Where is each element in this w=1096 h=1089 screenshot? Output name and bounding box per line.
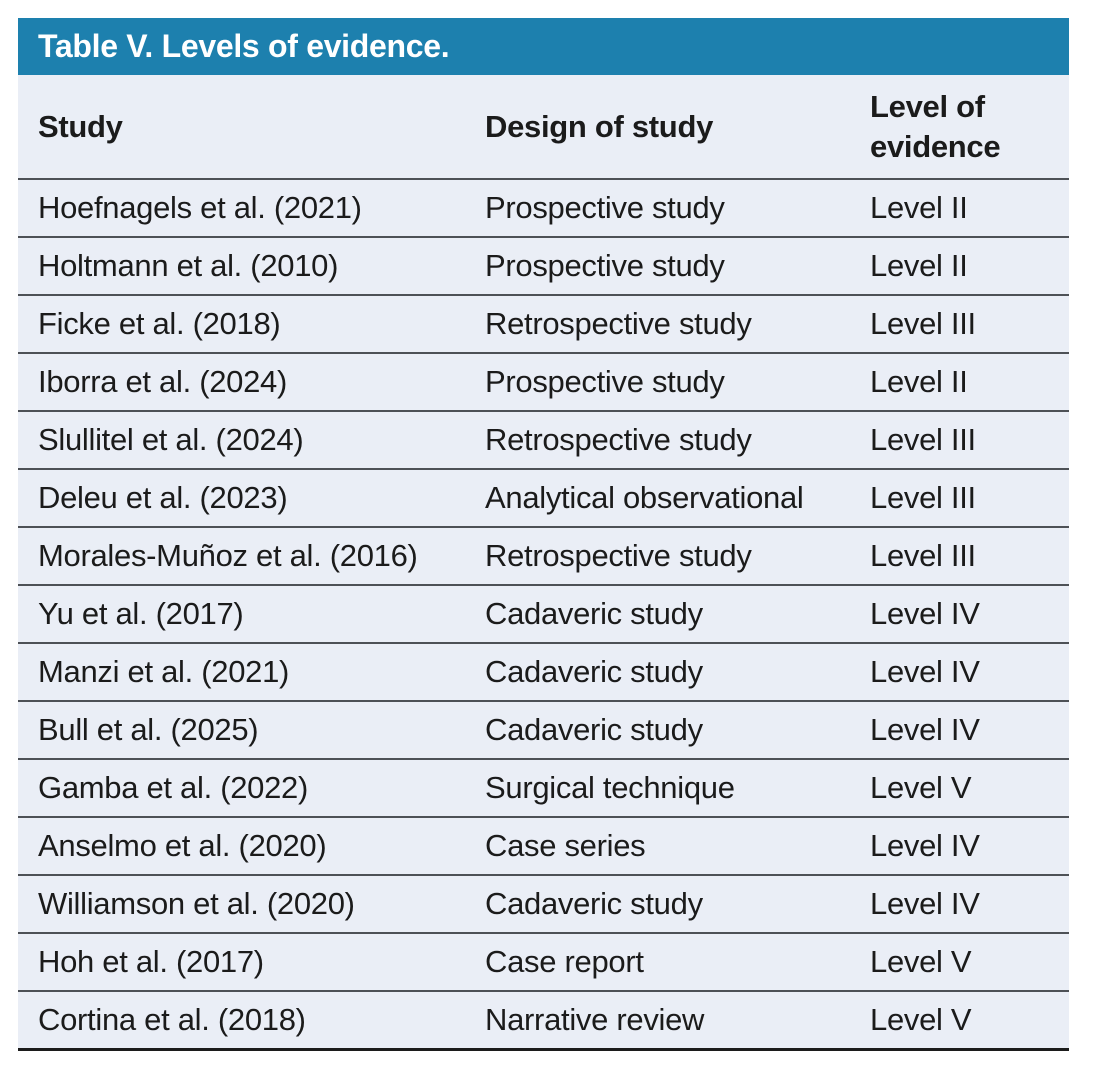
table-title-bar: Table V. Levels of evidence. [18, 18, 1069, 75]
table-row: Yu et al. (2017) Cadaveric study Level IV [18, 584, 1069, 642]
cell-level: Level III [870, 422, 976, 457]
cell-level: Level II [870, 364, 968, 399]
cell-design: Retrospective study [485, 538, 752, 573]
table-row: Slullitel et al. (2024) Retrospective stu… [18, 410, 1069, 468]
cell-design: Retrospective study [485, 422, 752, 457]
cell-design: Cadaveric study [485, 596, 703, 631]
table-row: Cortina et al. (2018) Narrative review Lev… [18, 990, 1069, 1048]
cell-design: Cadaveric study [485, 654, 703, 689]
table-row: Hoh et al. (2017) Case report Level V [18, 932, 1069, 990]
table-row: Anselmo et al. (2020) Case series Level IV [18, 816, 1069, 874]
cell-design: Cadaveric study [485, 886, 703, 921]
table-row: Manzi et al. (2021) Cadaveric study Level … [18, 642, 1069, 700]
table-row: Morales-Muñoz et al. (2016) Retrospective… [18, 526, 1069, 584]
cell-level: Level IV [870, 596, 980, 631]
cell-level: Level IV [870, 828, 980, 863]
table-row: Deleu et al. (2023) Analytical observatio… [18, 468, 1069, 526]
cell-design: Narrative review [485, 1002, 705, 1037]
cell-design: Retrospective study [485, 306, 752, 341]
cell-design: Prospective study [485, 364, 725, 399]
cell-study: Gamba et al. (2022) [38, 770, 309, 805]
cell-study: Ficke et al. (2018) [38, 306, 281, 341]
cell-study: Cortina et al. (2018) [38, 1002, 306, 1037]
cell-level: Level V [870, 944, 972, 979]
cell-level: Level V [870, 1002, 972, 1037]
column-header-design: Design of study [485, 108, 714, 144]
cell-study: Holtmann et al. (2010) [38, 248, 339, 283]
cell-design: Analytical observational [485, 480, 804, 515]
cell-level: Level II [870, 190, 968, 225]
cell-level: Level IV [870, 712, 980, 747]
cell-level: Level IV [870, 886, 980, 921]
cell-level: Level III [870, 480, 976, 515]
cell-level: Level II [870, 248, 968, 283]
table-row: Hoefnagels et al. (2021) Prospective stud… [18, 178, 1069, 236]
cell-level: Level IV [870, 654, 980, 689]
cell-study: Hoefnagels et al. (2021) [38, 190, 362, 225]
evidence-table: Table V. Levels of evidence. Study Desig… [18, 18, 1069, 1051]
table-body: Hoefnagels et al. (2021) Prospective stud… [18, 178, 1069, 1048]
cell-design: Case report [485, 944, 644, 979]
table-row: Gamba et al. (2022) Surgical technique Lev… [18, 758, 1069, 816]
cell-study: Deleu et al. (2023) [38, 480, 288, 515]
table-title: Table V. Levels of evidence. [38, 28, 450, 64]
table-header-row: Study Design of study Level of evidence [18, 75, 1069, 178]
cell-design: Surgical technique [485, 770, 735, 805]
cell-level: Level III [870, 538, 976, 573]
cell-study: Iborra et al. (2024) [38, 364, 288, 399]
cell-design: Cadaveric study [485, 712, 703, 747]
table-row: Bull et al. (2025) Cadaveric study Level I… [18, 700, 1069, 758]
cell-study: Slullitel et al. (2024) [38, 422, 304, 457]
table-row: Williamson et al. (2020) Cadaveric study L… [18, 874, 1069, 932]
table-row: Holtmann et al. (2010) Prospective study L… [18, 236, 1069, 294]
cell-level: Level III [870, 306, 976, 341]
column-header-study: Study [38, 108, 123, 144]
cell-study: Anselmo et al. (2020) [38, 828, 327, 863]
cell-study: Hoh et al. (2017) [38, 944, 264, 979]
cell-study: Williamson et al. (2020) [38, 886, 355, 921]
column-header-level: Level of evidence [870, 88, 1001, 164]
cell-design: Case series [485, 828, 646, 863]
table-row: Iborra et al. (2024) Prospective study Lev… [18, 352, 1069, 410]
cell-study: Morales-Muñoz et al. (2016) [38, 538, 418, 573]
cell-design: Prospective study [485, 248, 725, 283]
cell-study: Bull et al. (2025) [38, 712, 259, 747]
cell-study: Yu et al. (2017) [38, 596, 244, 631]
table-row: Ficke et al. (2018) Retrospective study Le… [18, 294, 1069, 352]
cell-study: Manzi et al. (2021) [38, 654, 290, 689]
cell-level: Level V [870, 770, 972, 805]
cell-design: Prospective study [485, 190, 725, 225]
